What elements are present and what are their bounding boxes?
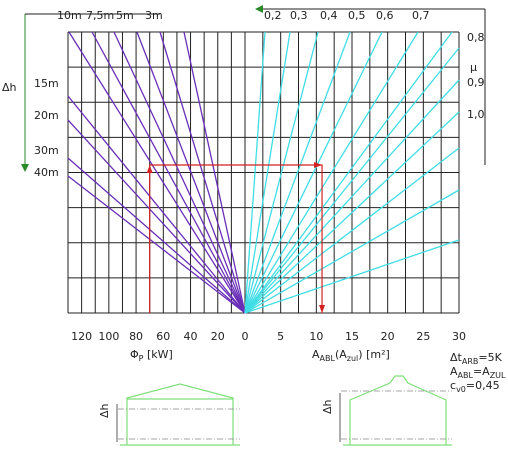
mu-fan-line (244, 111, 460, 314)
dh-fan-line (183, 31, 246, 314)
area-tick-label: 5 (277, 330, 285, 343)
note-delta-t: ΔtARB=5K (450, 351, 502, 366)
dh-line-label: 15m (34, 77, 59, 90)
mu-axis-arrowhead (255, 5, 263, 13)
phi-tick-label: 20 (210, 330, 225, 343)
mu-line-label: 0,7 (412, 9, 430, 22)
dh-fan-line (67, 157, 246, 314)
dh-line-label: 30m (34, 144, 59, 157)
example-path (146, 162, 326, 313)
area-axis-main: A (312, 348, 320, 361)
dh-fan-line (113, 31, 246, 314)
mu-fan-line (244, 79, 460, 314)
dh-line-label: 40m (34, 166, 59, 179)
dh-line-label: 10m (57, 9, 82, 22)
example-path-arrow-right (314, 162, 323, 168)
phi-tick-label: 60 (156, 330, 171, 343)
dh-fan-line (136, 31, 246, 314)
mu-fan-line (244, 189, 460, 314)
mu-fan-line (244, 31, 291, 314)
mu-line-label: 1,0 (467, 108, 485, 121)
mu-line-label: 0,3 (290, 9, 308, 22)
mu-fan-line (244, 239, 460, 314)
mu-fan-line (244, 47, 460, 314)
mu-fan-line (244, 31, 453, 314)
dh-line-label: 5m (116, 9, 134, 22)
mu-fan-line (244, 31, 351, 314)
mu-line-label: 0,5 (348, 9, 366, 22)
phi-tick-label: 0 (241, 330, 249, 343)
conditions-notes: ΔtARB=5K AABL=AZUL cv0=0,45 (450, 351, 506, 394)
area-axis-mid: (A (334, 348, 347, 361)
phi-tick-label: 80 (129, 330, 144, 343)
mu-line-label: 0,9 (467, 76, 485, 89)
dh-fan-line (67, 119, 246, 314)
dh-fan-line (67, 95, 246, 314)
mu-fan-lines (244, 31, 460, 314)
note-cv0: cv0=0,45 (450, 379, 500, 394)
phi-axis-subscript: P (138, 354, 144, 363)
area-axis-sub2: zul (346, 354, 359, 363)
mu-line-label: 0,6 (376, 9, 394, 22)
building-sketch-flat (120, 383, 240, 446)
area-tick-label: 30 (452, 330, 466, 343)
note-area: AABL=AZUL (450, 365, 506, 380)
dh-line-label: 20m (34, 109, 59, 122)
phi-tick-label: 40 (183, 330, 198, 343)
dh-axis-label: Δh (2, 81, 17, 94)
mu-fan-line (244, 31, 419, 314)
dh-line-label: 3m (145, 9, 163, 22)
area-tick-label: 20 (380, 330, 395, 343)
phi-axis-symbol: Φ (130, 348, 139, 361)
mu-line-label: 0,8 (467, 31, 485, 44)
mu-fan-line (244, 31, 319, 314)
dh-fan-lines (67, 31, 246, 314)
dh-line-label: 7,5m (86, 9, 115, 22)
area-tick-label: 15 (345, 330, 359, 343)
mu-fan-line (244, 31, 266, 314)
building-sketch-pitched (343, 375, 452, 446)
grid-horizontal-lines (68, 31, 459, 314)
mu-line-label: 0,2 (264, 9, 282, 22)
sketch-dh-label-left: Δh (98, 403, 111, 419)
dh-axis-arrowhead (21, 164, 29, 172)
mu-line-label: 0,4 (320, 9, 338, 22)
dh-fan-line (67, 175, 246, 314)
dh-fan-line (68, 31, 246, 314)
dh-fan-line (159, 31, 246, 314)
area-axis-end: ) [m²] (358, 348, 390, 361)
phi-axis-unit: [kW] (143, 348, 173, 361)
area-tick-label: 10 (309, 330, 324, 343)
example-path-arrow-up (146, 165, 153, 173)
mu-fan-line (244, 147, 460, 314)
building-sketch-pitched-guides (341, 390, 452, 440)
phi-tick-label: 120 (71, 330, 93, 343)
example-path-line (149, 164, 323, 313)
area-axis-title: AABL(Azul) [m²] (312, 348, 390, 364)
building-sketch-flat-guides (118, 408, 240, 440)
phi-tick-label: 100 (98, 330, 120, 343)
mu-axis-label: μ (470, 61, 477, 74)
example-path-arrow-down (319, 305, 326, 313)
dh-fan-line (91, 31, 246, 314)
phi-axis-title: ΦP [kW] (130, 348, 173, 364)
sketch-dh-label-right: Δh (321, 399, 334, 415)
mu-fan-line (244, 31, 383, 314)
area-axis-sub1: ABL (319, 354, 335, 363)
area-tick-label: 25 (416, 330, 431, 343)
